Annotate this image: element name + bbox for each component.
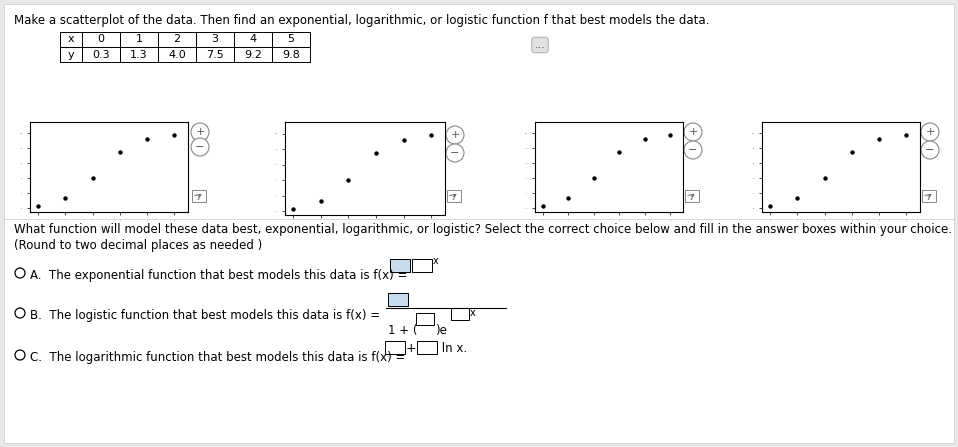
Text: 1 + (: 1 + ( <box>388 324 418 337</box>
Text: B.  The logistic function that best models this data is f(x) =: B. The logistic function that best model… <box>30 309 384 322</box>
Point <box>899 131 914 138</box>
Text: +: + <box>925 127 935 137</box>
Text: x: x <box>433 256 439 266</box>
Bar <box>416 313 434 325</box>
Point <box>560 195 576 202</box>
Bar <box>417 341 437 354</box>
Text: 0: 0 <box>98 34 104 45</box>
Point <box>167 131 182 138</box>
Text: 1: 1 <box>135 34 143 45</box>
Bar <box>922 190 936 202</box>
Circle shape <box>921 141 939 159</box>
Bar <box>234 32 272 47</box>
Point <box>611 148 627 156</box>
Point <box>341 177 356 184</box>
Text: 1.3: 1.3 <box>130 50 148 59</box>
Circle shape <box>446 144 464 162</box>
Text: (Round to two decimal places as needed ): (Round to two decimal places as needed ) <box>14 239 262 252</box>
Text: 9.8: 9.8 <box>282 50 300 59</box>
Bar <box>447 190 461 202</box>
Text: 4.0: 4.0 <box>168 50 186 59</box>
Bar <box>388 293 408 306</box>
Bar <box>385 341 405 354</box>
Text: +: + <box>688 127 697 137</box>
Bar <box>272 47 310 62</box>
Text: 5: 5 <box>287 34 294 45</box>
Bar <box>451 308 469 320</box>
Point <box>817 175 833 182</box>
Bar <box>82 32 120 47</box>
Bar <box>272 32 310 47</box>
Text: )e: )e <box>435 324 446 337</box>
Point <box>285 205 301 212</box>
Point <box>85 175 101 182</box>
Text: +: + <box>195 127 205 137</box>
Text: +: + <box>406 342 417 354</box>
Bar <box>390 259 410 272</box>
Point <box>872 136 887 143</box>
Point <box>140 136 155 143</box>
Text: 0.3: 0.3 <box>92 50 110 59</box>
Text: ln x.: ln x. <box>438 342 468 354</box>
Bar <box>685 190 699 202</box>
Point <box>763 202 778 210</box>
Text: −: − <box>688 145 697 155</box>
Bar <box>412 259 432 272</box>
Circle shape <box>684 141 702 159</box>
Text: 3: 3 <box>212 34 218 45</box>
Point <box>586 175 602 182</box>
Circle shape <box>446 126 464 144</box>
Bar <box>158 32 196 47</box>
Bar <box>82 47 120 62</box>
Text: ...: ... <box>535 40 545 50</box>
Point <box>112 148 127 156</box>
Point <box>789 195 805 202</box>
Text: 9.2: 9.2 <box>244 50 262 59</box>
Text: Make a scatterplot of the data. Then find an exponential, logarithmic, or logist: Make a scatterplot of the data. Then fin… <box>14 14 709 27</box>
Bar <box>196 32 234 47</box>
Circle shape <box>191 138 209 156</box>
Point <box>57 195 73 202</box>
Text: 2: 2 <box>173 34 180 45</box>
Text: x: x <box>68 34 75 45</box>
Bar <box>234 47 272 62</box>
Text: −: − <box>450 148 460 158</box>
Text: 4: 4 <box>249 34 257 45</box>
Text: 7.5: 7.5 <box>206 50 224 59</box>
Text: C.  The logarithmic function that best models this data is f(x) =: C. The logarithmic function that best mo… <box>30 351 409 364</box>
Point <box>535 202 550 210</box>
Text: +: + <box>450 130 460 140</box>
Point <box>369 149 384 156</box>
Bar <box>192 190 206 202</box>
Text: x: x <box>470 308 476 318</box>
Point <box>844 148 859 156</box>
Text: A.  The exponential function that best models this data is f(x) =: A. The exponential function that best mo… <box>30 269 411 282</box>
Circle shape <box>191 123 209 141</box>
Bar <box>60 47 82 62</box>
Point <box>637 136 652 143</box>
Point <box>396 136 411 143</box>
Point <box>663 131 678 138</box>
Text: y: y <box>68 50 75 59</box>
Point <box>31 202 46 210</box>
Text: What function will model these data best, exponential, logarithmic, or logistic?: What function will model these data best… <box>14 223 952 236</box>
Bar <box>120 47 158 62</box>
Bar <box>158 47 196 62</box>
Text: −: − <box>195 142 205 152</box>
Bar <box>196 47 234 62</box>
Bar <box>120 32 158 47</box>
Point <box>423 131 439 139</box>
Circle shape <box>921 123 939 141</box>
Bar <box>60 32 82 47</box>
Point <box>313 198 329 205</box>
Text: −: − <box>925 145 935 155</box>
Circle shape <box>684 123 702 141</box>
